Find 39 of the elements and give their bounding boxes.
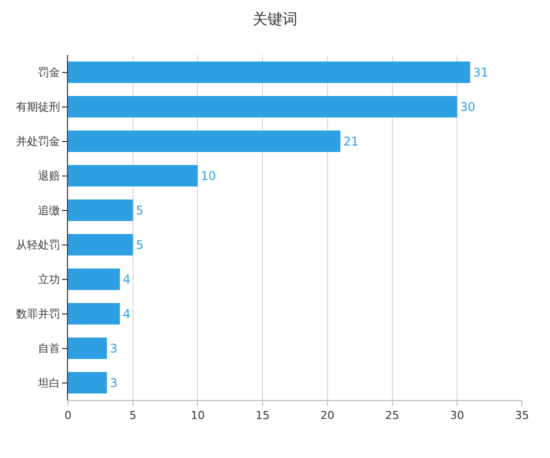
data-label: 21 <box>343 134 359 148</box>
x-tick-label: 25 <box>385 409 400 422</box>
bar <box>68 200 133 221</box>
y-tick-label: 罚金 <box>38 66 60 80</box>
x-tick-label: 15 <box>256 409 270 422</box>
x-tick-label: 35 <box>515 409 529 422</box>
data-label: 10 <box>200 168 216 183</box>
bar <box>68 96 458 118</box>
y-tick-label: 自首 <box>38 342 60 356</box>
bar <box>68 303 120 324</box>
x-tick-label: 30 <box>450 409 464 422</box>
x-tick-label: 0 <box>64 409 72 422</box>
data-label: 5 <box>136 203 144 218</box>
data-label: 4 <box>122 272 131 286</box>
bar <box>68 268 120 290</box>
data-label: 4 <box>122 306 131 321</box>
bar <box>68 130 340 152</box>
bar <box>68 165 198 186</box>
bar <box>68 234 133 256</box>
bar <box>68 372 107 394</box>
x-tick-label: 20 <box>320 409 334 422</box>
data-label: 5 <box>136 238 144 252</box>
bar <box>68 338 107 359</box>
x-tick-label: 5 <box>129 409 136 422</box>
chart-title: 关键词 <box>252 10 298 28</box>
x-tick-label: 10 <box>190 409 205 422</box>
y-tick-label: 有期徒刑 <box>16 100 60 114</box>
y-tick-label: 退赔 <box>38 170 60 183</box>
y-tick-label: 立功 <box>38 273 60 286</box>
bar <box>68 62 470 83</box>
y-tick-label: 并处罚金 <box>16 135 60 148</box>
y-tick-label: 坦白 <box>36 376 60 390</box>
data-label: 31 <box>473 65 488 80</box>
data-label: 3 <box>110 376 118 390</box>
data-label: 30 <box>460 100 476 114</box>
y-tick-label: 从轻处罚 <box>16 238 60 252</box>
data-label: 3 <box>110 341 118 356</box>
y-tick-label: 追缴 <box>38 204 60 218</box>
y-tick-label: 数罪并罚 <box>16 308 60 321</box>
